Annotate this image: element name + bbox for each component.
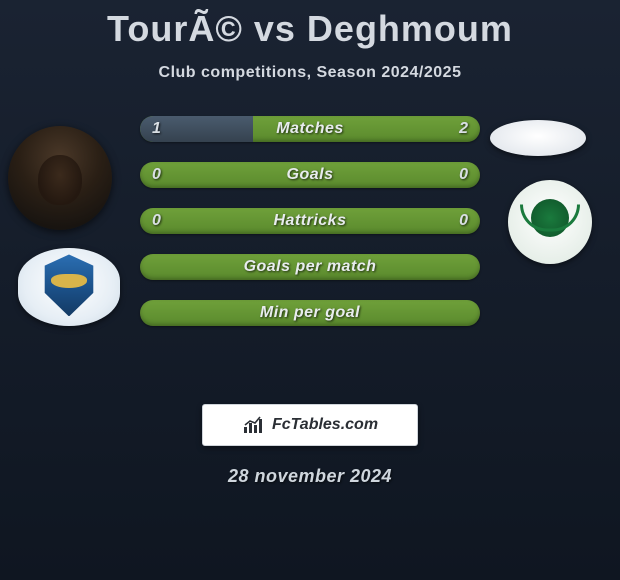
- stat-value-right: 0: [459, 208, 468, 234]
- date-line: 28 november 2024: [0, 466, 620, 487]
- stat-bars: 1 Matches 2 0 Goals 0 0 Hattricks 0 Goal…: [140, 116, 480, 346]
- stat-label: Min per goal: [140, 300, 480, 326]
- stat-row-matches: 1 Matches 2: [140, 116, 480, 142]
- brand-badge: FcTables.com: [202, 404, 418, 446]
- stat-label: Goals per match: [140, 254, 480, 280]
- club-right-badge: [508, 180, 592, 264]
- subtitle: Club competitions, Season 2024/2025: [0, 64, 620, 82]
- stat-row-hattricks: 0 Hattricks 0: [140, 208, 480, 234]
- stat-row-min-per-goal: Min per goal: [140, 300, 480, 326]
- stat-value-right: 2: [459, 116, 468, 142]
- comparison-panel: 1 Matches 2 0 Goals 0 0 Hattricks 0 Goal…: [0, 116, 620, 396]
- stat-label: Goals: [140, 162, 480, 188]
- player-right-avatar: [490, 120, 586, 156]
- stat-row-goals-per-match: Goals per match: [140, 254, 480, 280]
- stat-row-goals: 0 Goals 0: [140, 162, 480, 188]
- brand-text: FcTables.com: [272, 416, 378, 434]
- stat-label: Matches: [140, 116, 480, 142]
- stat-value-right: 0: [459, 162, 468, 188]
- chart-icon: [242, 415, 268, 435]
- player-left-avatar: [8, 126, 112, 230]
- stat-label: Hattricks: [140, 208, 480, 234]
- club-right-badge-inner: [520, 192, 580, 252]
- club-left-badge: [18, 248, 120, 326]
- page-title: TourÃ© vs Deghmoum: [0, 0, 620, 50]
